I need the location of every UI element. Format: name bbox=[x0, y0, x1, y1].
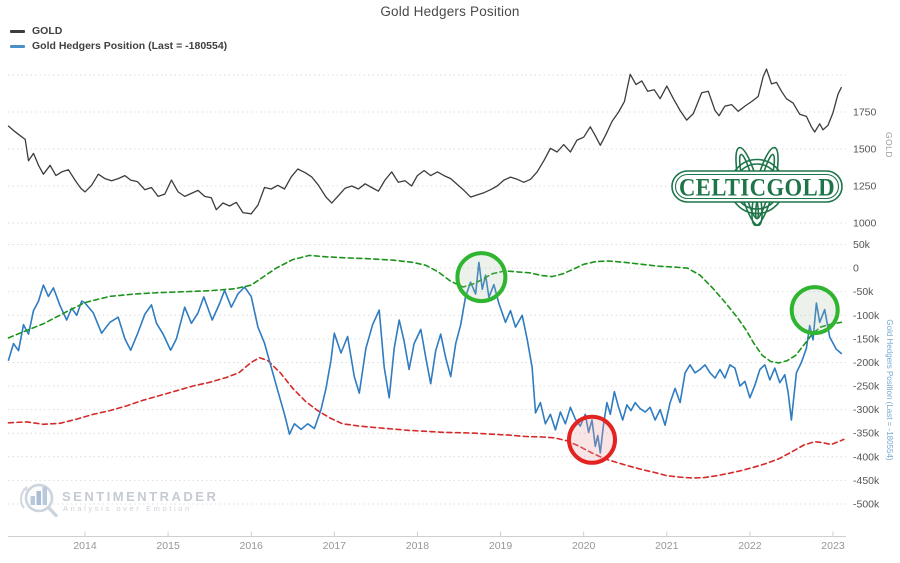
bar-chart-tall-icon bbox=[42, 487, 47, 505]
position-tick-label: -300k bbox=[853, 404, 880, 416]
highlight-circle-1 bbox=[455, 251, 508, 304]
data-series bbox=[7, 68, 845, 479]
position-tick-label: 0 bbox=[853, 263, 859, 275]
legend-label-hedgers: Gold Hedgers Position (Last = -180554) bbox=[32, 39, 228, 52]
sentimentrader-tagline: Analysis over Emotion bbox=[63, 504, 192, 513]
bar-chart-mid-icon bbox=[36, 491, 41, 505]
series-gold bbox=[7, 68, 842, 215]
x-axis-year-label: 2018 bbox=[406, 540, 430, 552]
hedgers-line-swatch bbox=[10, 44, 25, 48]
highlight-circle-2 bbox=[567, 414, 617, 465]
position-axis-title: Gold Hedgers Position (Last = -180554) bbox=[885, 319, 894, 461]
annotation-circles bbox=[455, 251, 840, 465]
swoosh-arrowhead-icon bbox=[23, 487, 28, 491]
chart-legend: GOLD Gold Hedgers Position (Last = -1805… bbox=[10, 24, 227, 54]
gridlines bbox=[8, 74, 846, 505]
x-axis-year-label: 2022 bbox=[738, 540, 762, 552]
magnifier-handle-icon bbox=[46, 505, 58, 518]
logo-capsule-outer bbox=[671, 170, 843, 203]
position-tick-label: -450k bbox=[853, 475, 880, 487]
position-tick-label: 50k bbox=[853, 239, 871, 251]
position-tick-label: -400k bbox=[853, 451, 880, 463]
position-tick-label: -500k bbox=[853, 498, 880, 510]
bar-chart-small-icon bbox=[30, 496, 35, 505]
x-axis-year-label: 2016 bbox=[240, 540, 264, 552]
price-tick-label: 1250 bbox=[853, 181, 877, 193]
series-gold-hedgers-position bbox=[7, 261, 843, 454]
celticgold-logo: CELTICGOLD bbox=[671, 146, 843, 227]
x-axis-year-label: 2014 bbox=[73, 540, 97, 552]
position-tick-label: -50k bbox=[853, 286, 874, 298]
position-tick-label: -100k bbox=[853, 310, 880, 322]
highlight-circle-3 bbox=[789, 285, 840, 336]
series-upper-band-green bbox=[7, 254, 843, 364]
legend-label-gold: GOLD bbox=[32, 24, 63, 37]
x-axis: 2014 2015 2016 2017 2018 2019 2020 2021 2022 2023 bbox=[8, 531, 846, 552]
x-axis-year-label: 2020 bbox=[572, 540, 596, 552]
axis-tick-labels: 1750 1500 1250 1000 50k 0 -50k -100k -150k -200k -… bbox=[853, 107, 880, 511]
legend-item-hedgers: Gold Hedgers Position (Last = -180554) bbox=[10, 39, 227, 53]
chart-title: Gold Hedgers Position bbox=[380, 4, 520, 19]
x-axis-year-label: 2023 bbox=[821, 540, 845, 552]
position-tick-label: -200k bbox=[853, 357, 880, 369]
x-axis-year-label: 2017 bbox=[323, 540, 347, 552]
price-axis-title: GOLD bbox=[884, 132, 894, 158]
position-tick-label: -350k bbox=[853, 428, 880, 440]
legend-item-gold: GOLD bbox=[10, 24, 227, 38]
x-axis-year-label: 2021 bbox=[655, 540, 679, 552]
sentimentrader-watermark: SENTIMENTRADER Analysis over Emotion bbox=[19, 483, 218, 518]
logo-wordmark: CELTICGOLD bbox=[679, 175, 835, 202]
x-axis-year-label: 2019 bbox=[489, 540, 513, 552]
position-tick-label: -250k bbox=[853, 381, 880, 393]
sentimentrader-name: SENTIMENTRADER bbox=[62, 489, 218, 504]
x-axis-year-label: 2015 bbox=[156, 540, 180, 552]
price-tick-label: 1000 bbox=[853, 218, 877, 230]
price-tick-label: 1750 bbox=[853, 107, 877, 119]
price-tick-label: 1500 bbox=[853, 144, 877, 156]
logo-capsule-inner bbox=[674, 173, 840, 200]
gold-line-swatch bbox=[10, 29, 25, 33]
series-lower-band-red bbox=[7, 356, 845, 479]
position-tick-label: -150k bbox=[853, 333, 880, 345]
